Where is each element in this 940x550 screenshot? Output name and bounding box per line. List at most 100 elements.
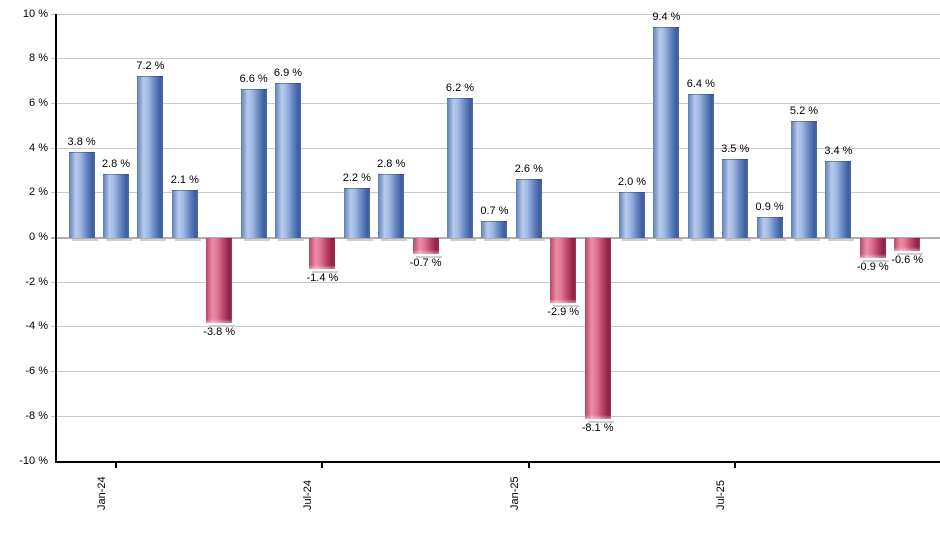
gridline <box>51 147 940 149</box>
bar-value-label: 2.6 % <box>514 162 543 175</box>
bar-Nov-24 <box>447 98 473 238</box>
bar-value-label: 3.4 % <box>824 145 853 157</box>
bar-shadow <box>484 239 511 241</box>
bar-value-label: 0.7 % <box>480 205 509 218</box>
x-axis-line <box>55 460 940 463</box>
bar-value-label: -0.6 % <box>891 254 924 267</box>
bar-shadow <box>794 239 820 241</box>
bar-shadow <box>106 239 132 241</box>
bar-Jun-24 <box>275 82 301 238</box>
x-axis-tick <box>321 462 324 468</box>
bar-shadow <box>278 239 304 241</box>
bar-shadow <box>209 324 236 327</box>
bar-shadow <box>518 239 545 241</box>
bar-Aug-25 <box>756 216 783 238</box>
bar-value-label: -8.1 % <box>581 422 614 435</box>
bar-shadow <box>690 239 717 241</box>
gridline <box>51 58 940 60</box>
bar-value-label: 2.8 % <box>377 158 406 171</box>
bar-Jan-25 <box>515 178 542 238</box>
bar-value-label: -0.9 % <box>856 261 889 274</box>
y-axis-tick-label: 8 % <box>29 52 48 65</box>
bar-shadow <box>656 239 683 241</box>
x-axis-tick <box>734 462 737 468</box>
bar-Mar-24 <box>171 190 198 238</box>
bar-value-label: 3.5 % <box>721 142 750 155</box>
bar-value-label: 6.9 % <box>273 66 303 79</box>
y-axis-tick-label: -10 % <box>19 454 48 467</box>
bar-Apr-24 <box>206 238 233 323</box>
bar-shadow <box>450 239 476 241</box>
bar-Apr-25 <box>619 192 645 238</box>
bar-shadow <box>553 304 580 307</box>
gridline <box>51 102 940 104</box>
bar-Jul-24 <box>309 238 336 270</box>
gridline <box>51 13 940 15</box>
bar-shadow <box>622 239 648 241</box>
bar-Nov-25 <box>859 238 886 259</box>
bar-Dec-25 <box>894 238 921 252</box>
bar-shadow <box>174 239 201 241</box>
y-axis-tick-label: 0 % <box>29 231 48 243</box>
bar-shadow <box>71 239 98 241</box>
bar-value-label: 2.1 % <box>170 174 199 187</box>
gridline <box>51 237 940 239</box>
bar-Jan-24 <box>103 174 129 238</box>
bar-Dec-23 <box>68 152 95 238</box>
y-axis-tick-label: -4 % <box>25 320 48 333</box>
y-axis-tick-label: 6 % <box>29 96 48 109</box>
x-axis-tick-label: Jan-25 <box>508 476 521 510</box>
bar-Feb-24 <box>137 76 164 238</box>
y-axis-tick-label: 2 % <box>29 186 48 199</box>
gridline <box>51 415 940 417</box>
bar-shadow <box>346 239 373 241</box>
y-axis-tick-label: 10 % <box>22 7 48 20</box>
bar-shadow <box>312 271 339 274</box>
bar-value-label: 6.2 % <box>445 82 475 95</box>
bar-value-label: 3.8 % <box>67 136 96 149</box>
gridline <box>51 371 940 373</box>
y-axis-line <box>55 13 57 463</box>
x-axis-tick-label: Jan-24 <box>96 476 108 510</box>
bar-Oct-24 <box>412 238 439 254</box>
y-axis-tick-label: -8 % <box>25 409 48 422</box>
bar-value-label: 6.4 % <box>686 77 715 90</box>
gridline <box>51 326 940 328</box>
bar-shadow <box>140 239 167 241</box>
bar-Sep-25 <box>791 120 817 238</box>
x-axis-tick <box>115 462 117 468</box>
x-axis-tick-label: Jul-25 <box>715 480 728 510</box>
bar-shadow <box>587 421 614 424</box>
bar-shadow <box>862 260 889 263</box>
bar-Jun-25 <box>687 93 714 238</box>
bar-value-label: -0.7 % <box>409 256 442 269</box>
bar-shadow <box>381 239 408 241</box>
bar-Sep-24 <box>378 174 405 238</box>
bar-value-label: 6.6 % <box>239 73 268 86</box>
bar-May-24 <box>240 89 267 238</box>
x-axis-tick <box>527 462 530 468</box>
bar-shadow <box>897 253 924 256</box>
bar-Feb-25 <box>550 238 577 303</box>
bar-Jul-25 <box>722 158 749 238</box>
bar-Dec-24 <box>481 221 508 238</box>
bar-Aug-24 <box>343 187 370 238</box>
bar-value-label: 7.2 % <box>136 60 165 73</box>
bar-value-label: 0.9 % <box>755 200 784 213</box>
y-axis-tick-label: -6 % <box>25 365 48 378</box>
bar-Oct-25 <box>825 161 852 238</box>
bar-shadow <box>243 239 270 241</box>
y-axis-tick-label: -2 % <box>25 275 48 288</box>
bar-May-25 <box>653 26 680 238</box>
bar-value-label: 2.2 % <box>342 171 371 184</box>
bar-value-label: -2.9 % <box>547 305 580 318</box>
bar-shadow <box>759 239 786 241</box>
bar-value-label: -1.4 % <box>306 272 339 285</box>
bar-Mar-25 <box>584 238 611 420</box>
bar-shadow <box>415 255 442 258</box>
bar-value-label: 9.4 % <box>652 10 681 23</box>
bar-shadow <box>828 239 855 241</box>
bar-value-label: 2.8 % <box>101 158 131 171</box>
bar-value-label: 5.2 % <box>789 104 819 117</box>
